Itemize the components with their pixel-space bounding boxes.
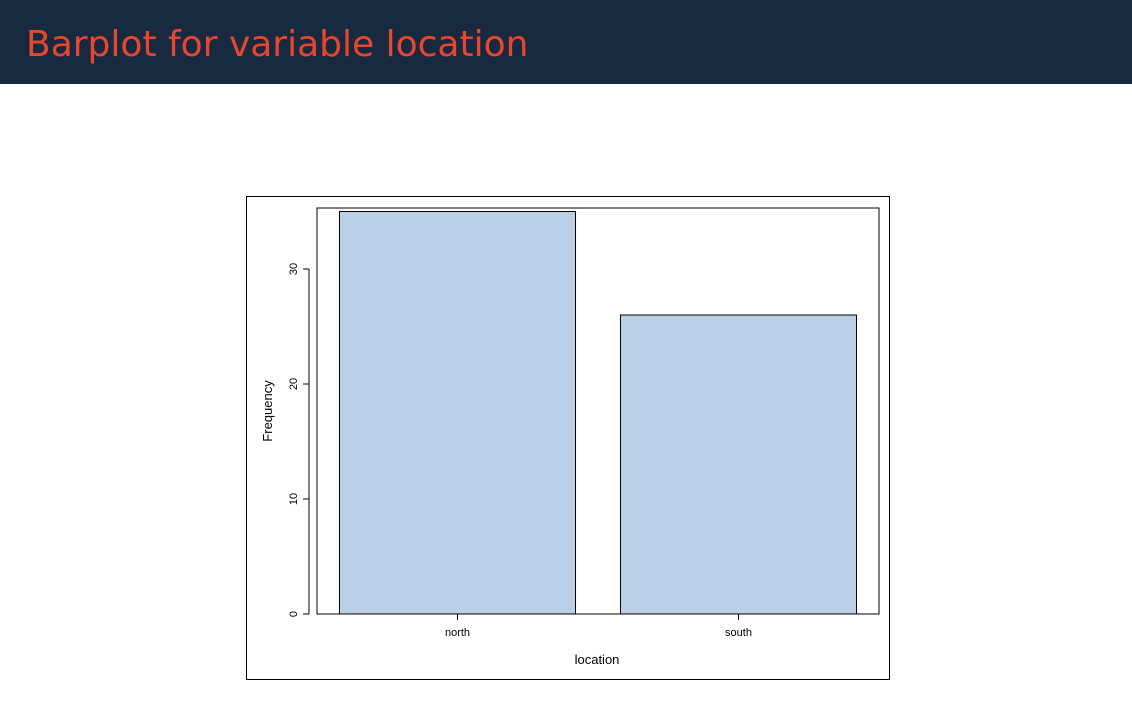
y-tick-label: 30 [288, 263, 300, 275]
x-axis: north south [445, 614, 752, 639]
bar-north [338, 211, 577, 615]
x-tick-label: south [725, 627, 752, 639]
y-tick-label: 10 [288, 493, 300, 505]
plot-frame [316, 207, 880, 615]
y-tick-label: 20 [288, 378, 300, 390]
slide-title: Barplot for variable location [26, 24, 529, 65]
bars [338, 211, 858, 615]
y-axis: 0 10 20 30 [288, 263, 310, 617]
y-axis-label: Frequency [260, 380, 275, 442]
x-tick-label: north [445, 627, 470, 639]
title-bar: Barplot for variable location [0, 0, 1132, 84]
x-axis-label: location [575, 652, 620, 667]
bar-chart: 0 10 20 30 north south Frequency location [260, 207, 880, 667]
y-tick-label: 0 [288, 611, 300, 617]
bar-south [619, 314, 858, 615]
chart-figure: 0 10 20 30 north south Frequency location [246, 196, 890, 680]
